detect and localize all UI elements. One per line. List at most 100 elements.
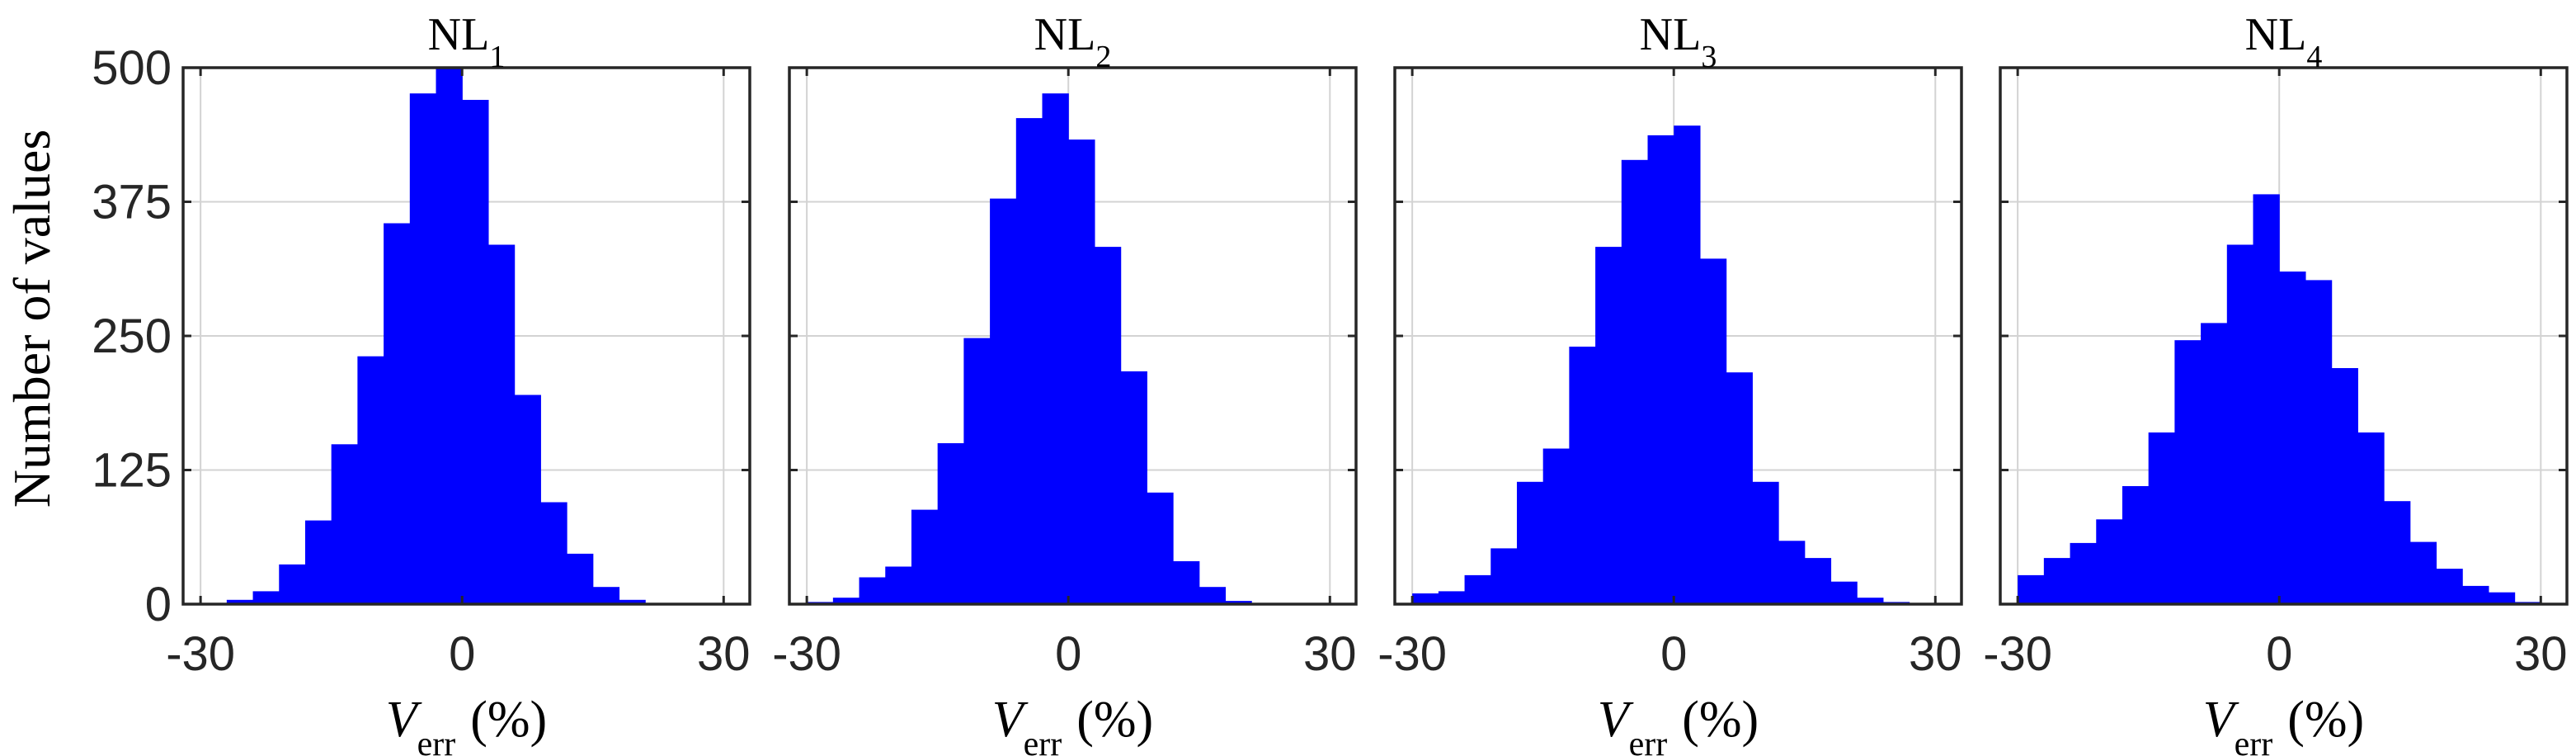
x-tick-label: -30 — [772, 627, 841, 681]
histogram-bar — [1857, 598, 1884, 604]
histogram-bar — [1752, 481, 1779, 604]
histogram-bar — [1068, 139, 1095, 605]
histogram-bar — [1804, 558, 1832, 604]
x-tick-label: 30 — [1909, 627, 1962, 681]
histogram-bar — [1699, 258, 1727, 604]
histogram-bar — [2305, 280, 2333, 604]
histogram-bar — [963, 338, 991, 604]
x-tick-label: -30 — [1983, 627, 2052, 681]
x-tick-label: -30 — [1377, 627, 1447, 681]
histogram-bar — [1569, 347, 1596, 604]
histogram-bar — [1491, 548, 1518, 604]
histogram-bar — [832, 598, 860, 604]
histogram-bar — [1225, 601, 1252, 604]
x-tick-label: 0 — [449, 627, 475, 681]
x-tick-label: 0 — [1660, 627, 1687, 681]
histogram-bar — [2148, 432, 2175, 604]
histogram-bar — [2226, 244, 2254, 604]
y-tick-label: 250 — [92, 309, 172, 363]
histogram-bar — [2122, 486, 2150, 604]
histogram-bar — [1778, 541, 1806, 604]
histogram-bar — [2357, 432, 2385, 604]
histogram-bar — [2488, 592, 2516, 604]
histogram-bar — [462, 100, 489, 604]
histogram-bar — [859, 577, 886, 604]
histogram-bar — [1042, 93, 1069, 604]
histogram-bar — [2253, 194, 2280, 604]
histogram-bar — [1438, 591, 1466, 604]
panel-title: NL4 — [2245, 9, 2323, 74]
y-tick-label: 500 — [92, 41, 172, 95]
histogram-bar — [1647, 135, 1674, 604]
histogram-bar — [279, 564, 306, 604]
histogram-bar — [1147, 492, 1174, 604]
histogram-bar — [911, 509, 939, 604]
histogram-bar — [2279, 272, 2306, 604]
x-tick-label: 30 — [2514, 627, 2568, 681]
histogram-bar — [1542, 448, 1570, 604]
histogram-bar — [540, 502, 567, 604]
histogram-bar — [226, 599, 254, 604]
histogram-bar — [885, 566, 912, 604]
x-axis-label: Verr (%) — [386, 692, 547, 756]
x-tick-label: 0 — [1055, 627, 1081, 681]
histogram-bar — [1094, 247, 1122, 604]
histogram-bar — [619, 599, 646, 604]
histogram-bar — [2070, 542, 2097, 604]
histogram-bar — [1199, 587, 1227, 604]
histogram-bar — [1015, 118, 1043, 605]
histogram-bar — [487, 244, 516, 604]
histogram-panel-3: -30 0 30 NL3 Verr (%) — [1377, 9, 1963, 756]
y-axis-label: Number of values — [2, 130, 61, 508]
histogram-bar — [436, 68, 463, 604]
x-axis-label: Verr (%) — [992, 692, 1153, 756]
histogram-bar — [1464, 574, 1491, 604]
histogram-bar — [357, 356, 384, 604]
panel-title: NL1 — [428, 9, 506, 74]
histogram-bar — [1674, 125, 1701, 604]
histogram-bar — [304, 520, 332, 604]
x-tick-label: 0 — [2266, 627, 2292, 681]
histogram-bar — [514, 395, 541, 604]
histogram-bar — [252, 591, 280, 604]
histogram-bar — [2436, 569, 2463, 604]
histogram-bar — [1595, 247, 1622, 604]
y-tick-label: 125 — [92, 444, 172, 498]
histogram-bar — [567, 553, 594, 604]
histogram-panel-2: -30 0 30 NL2 Verr (%) — [772, 9, 1358, 756]
histogram-bar — [1412, 593, 1439, 604]
histogram-bar — [409, 93, 437, 604]
y-tick-label: 0 — [145, 578, 172, 631]
histogram-bar — [2409, 541, 2437, 604]
histogram-bar — [990, 198, 1017, 604]
histogram-bar — [1621, 159, 1649, 605]
y-tick-label: 375 — [92, 176, 172, 229]
histogram-bar — [2018, 574, 2045, 604]
histogram-bar — [2043, 558, 2071, 604]
histogram-bar — [1516, 481, 1544, 604]
histogram-bar — [2384, 501, 2411, 604]
histogram-bar — [1726, 372, 1753, 604]
histogram-bar — [1173, 561, 1200, 604]
histogram-bar — [937, 443, 964, 604]
histogram-bar — [331, 444, 358, 604]
histogram-bar — [2331, 368, 2358, 604]
histogram-bar — [2462, 585, 2489, 604]
histogram-bar — [384, 223, 411, 604]
histogram-bar — [2201, 323, 2228, 604]
x-tick-label: -30 — [166, 627, 235, 681]
histogram-panel-4: -30 0 30 NL4 Verr (%) — [1983, 9, 2569, 756]
x-tick-label: 30 — [697, 627, 751, 681]
x-axis-label: Verr (%) — [2203, 692, 2364, 756]
histogram-bar — [592, 587, 620, 604]
panel-title: NL3 — [1640, 9, 1717, 74]
x-axis-label: Verr (%) — [1598, 692, 1759, 756]
histogram-bar — [2174, 340, 2202, 604]
histogram-bar — [1830, 581, 1858, 604]
histogram-bar — [2096, 519, 2123, 604]
panel-title: NL2 — [1034, 9, 1112, 74]
histogram-bar — [1120, 371, 1147, 604]
